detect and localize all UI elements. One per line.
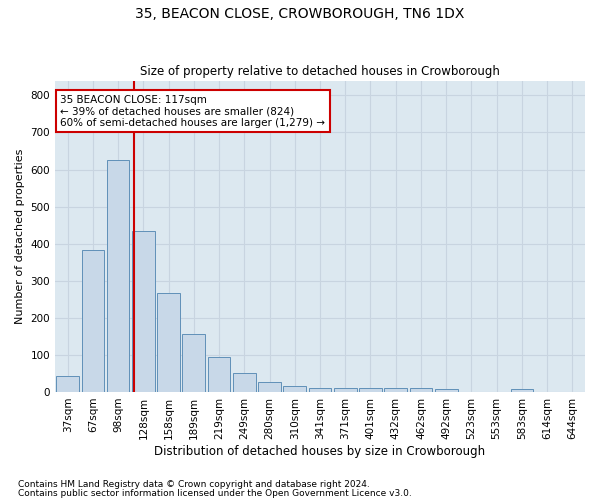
Text: 35, BEACON CLOSE, CROWBOROUGH, TN6 1DX: 35, BEACON CLOSE, CROWBOROUGH, TN6 1DX <box>136 8 464 22</box>
Bar <box>157 292 180 392</box>
Bar <box>410 388 433 392</box>
Bar <box>334 388 356 392</box>
X-axis label: Distribution of detached houses by size in Crowborough: Distribution of detached houses by size … <box>154 444 485 458</box>
Bar <box>283 386 306 392</box>
Bar <box>359 388 382 392</box>
Bar <box>182 334 205 392</box>
Bar <box>511 389 533 392</box>
Bar <box>385 388 407 392</box>
Text: Contains HM Land Registry data © Crown copyright and database right 2024.: Contains HM Land Registry data © Crown c… <box>18 480 370 489</box>
Bar <box>308 388 331 392</box>
Text: 35 BEACON CLOSE: 117sqm
← 39% of detached houses are smaller (824)
60% of semi-d: 35 BEACON CLOSE: 117sqm ← 39% of detache… <box>61 94 325 128</box>
Bar <box>82 250 104 392</box>
Bar <box>56 376 79 392</box>
Bar <box>208 356 230 392</box>
Bar <box>107 160 130 392</box>
Bar <box>435 389 458 392</box>
Title: Size of property relative to detached houses in Crowborough: Size of property relative to detached ho… <box>140 65 500 78</box>
Y-axis label: Number of detached properties: Number of detached properties <box>15 148 25 324</box>
Bar <box>132 230 155 392</box>
Bar <box>258 382 281 392</box>
Bar <box>233 372 256 392</box>
Text: Contains public sector information licensed under the Open Government Licence v3: Contains public sector information licen… <box>18 489 412 498</box>
